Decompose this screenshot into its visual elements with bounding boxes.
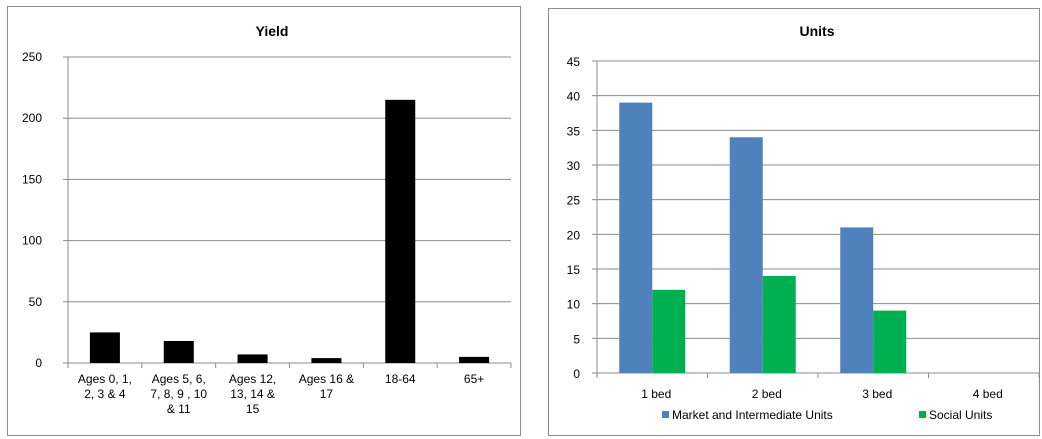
bar [840, 227, 874, 373]
units-chart: Units 0 5 10 15 20 25 30 35 40 45 1 bed 2 bed 3 bed 4… [567, 23, 1040, 422]
x-tick-label: 18-64 [385, 372, 416, 386]
x-tick-label: Ages 5, 6, 7, 8, 9 , 10 & 11 [150, 372, 207, 416]
legend-swatch [919, 411, 926, 418]
x-tick-label: 4 bed [973, 387, 1003, 401]
bar [619, 102, 653, 373]
bar [729, 137, 763, 373]
units-chart-panel: Units 0 5 10 15 20 25 30 35 40 45 1 bed 2 bed 3 bed 4… [548, 8, 1040, 436]
x-tick-label: 3 bed [862, 387, 892, 401]
y-tick-label: 100 [22, 234, 42, 248]
y-tick-label: 250 [22, 50, 42, 64]
y-tick-label: 40 [567, 90, 581, 104]
x-tick-label: Ages 0, 1, 2, 3 & 4 [78, 372, 132, 401]
y-tick-label: 20 [567, 228, 581, 242]
y-tick-label: 200 [22, 111, 42, 125]
y-tick-label: 0 [573, 367, 580, 381]
bar [652, 289, 686, 373]
x-tick-label: 2 bed [752, 387, 782, 401]
bar [311, 358, 342, 363]
y-tick-label: 10 [567, 298, 581, 312]
bar [459, 356, 490, 363]
x-tick-label: 1 bed [641, 387, 671, 401]
legend-label: Market and Intermediate Units [672, 408, 833, 422]
yield-chart-panel: Yield 0 50 100 150 200 250 Ages 0, 1, 2, 3 & 4 A… [7, 6, 521, 436]
y-tick-label: 30 [567, 159, 581, 173]
y-tick-label: 25 [567, 194, 581, 208]
y-tick-label: 150 [22, 172, 42, 186]
x-tick-label: Ages 16 & 17 [299, 372, 354, 401]
legend-swatch [662, 411, 669, 418]
bar [237, 354, 268, 363]
y-tick-label: 0 [35, 356, 42, 370]
bar [163, 340, 194, 363]
x-tick-label: Ages 12, 13, 14 & 15 [229, 372, 276, 416]
y-tick-label: 15 [567, 263, 581, 277]
yield-chart: Yield 0 50 100 150 200 250 Ages 0, 1, 2, 3 & 4 A… [22, 23, 512, 416]
chart-title: Yield [256, 23, 289, 39]
y-tick-label: 5 [573, 332, 580, 346]
y-tick-label: 35 [567, 124, 581, 138]
x-tick-label: 65+ [464, 372, 484, 386]
bar [762, 275, 796, 373]
bar [89, 332, 120, 363]
legend-label: Social Units [929, 408, 992, 422]
y-tick-label: 50 [29, 295, 43, 309]
y-tick-label: 45 [567, 55, 581, 69]
chart-title: Units [800, 23, 835, 39]
bar [873, 310, 907, 373]
bar [385, 99, 416, 363]
